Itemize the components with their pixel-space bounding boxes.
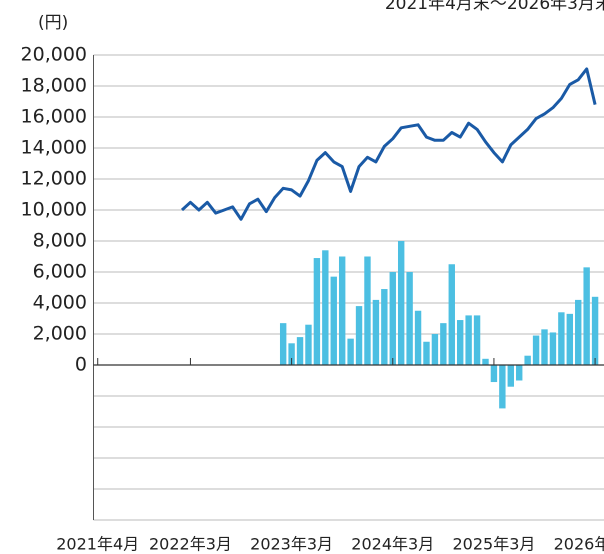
bar [372,299,380,365]
bar [541,329,548,365]
bar [423,341,430,365]
bar [406,272,413,365]
bar [397,241,405,365]
y-tick-label: 2,000 [33,323,87,345]
y-tick-label: 14,000 [21,137,87,159]
y-tick-label: 10,000 [21,199,87,221]
bar [465,315,472,365]
bar [482,358,489,365]
y-tick-label: 6,000 [33,261,87,283]
line [180,67,597,221]
bar [532,335,540,365]
bar [355,306,363,365]
x-tick-label: 2022年3月 [149,535,232,554]
bar [575,299,582,365]
bar [524,355,531,365]
bar [279,323,287,365]
y-tick-label: 4,000 [33,292,87,314]
x-tick-label: 2025年3月 [452,535,535,554]
x-tick-label: 2026年3月 [554,535,604,554]
x-tick-label: 2024年3月 [351,535,434,554]
y-tick-label: 18,000 [21,75,87,97]
bar [583,267,590,365]
bar [490,365,498,383]
bar [288,343,295,365]
bar [457,320,464,365]
bar [558,312,565,365]
bar [516,365,523,381]
bar [448,264,455,365]
bar [322,250,329,365]
bar [507,365,514,387]
bar [305,324,312,365]
bar [338,256,346,365]
bar [389,272,396,365]
y-axis-label: (円) [38,13,68,33]
bar [414,310,422,365]
bar [566,313,573,365]
bar [499,365,506,409]
bar [431,334,439,365]
bar [364,256,371,365]
y-tick-label: 16,000 [21,106,87,128]
bar [549,332,557,365]
y-tick-label: 8,000 [33,230,87,252]
bar [440,323,447,365]
bar [591,296,599,365]
bar [330,276,337,365]
y-tick-label: 12,000 [21,168,87,190]
y-tick-label: 20,000 [21,44,87,66]
bar [347,338,354,365]
x-tick-label: 2021年4月 [56,535,139,554]
bar [473,315,481,365]
bar [381,289,388,365]
chart-subtitle: 2021年4月末～2026年3月末 [385,0,604,14]
bar [313,258,321,365]
y-tick-label: 0 [75,354,87,376]
x-tick-label: 2023年3月 [250,535,333,554]
bar [296,337,304,365]
